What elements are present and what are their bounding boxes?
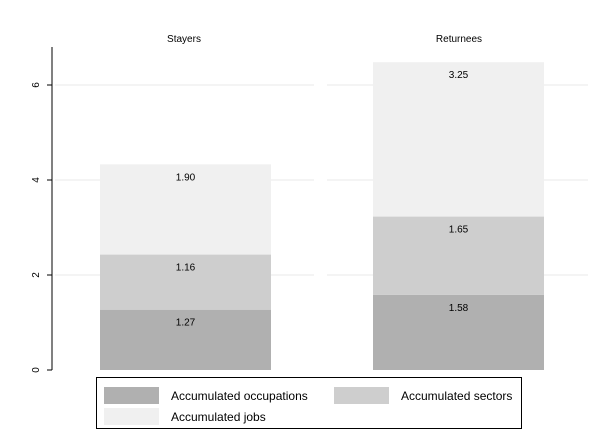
bar-label-stayers-1: 1.16 (176, 263, 196, 274)
legend-label-occupations: Accumulated occupations (171, 388, 308, 403)
gridlines (55, 29, 588, 276)
bar-label-stayers-2: 1.90 (176, 172, 196, 183)
bar-label-returnees-0: 1.58 (449, 303, 469, 314)
panel-header-0 (55, 29, 314, 49)
bars (100, 62, 544, 370)
legend-item-jobs: Accumulated jobs (104, 408, 266, 425)
bar-label-stayers-0: 1.27 (176, 318, 196, 329)
y-tick-label-0: 0 (31, 367, 42, 373)
legend-label-sectors: Accumulated sectors (401, 388, 513, 403)
legend-swatch-sectors (334, 387, 389, 404)
bar-label-returnees-2: 3.25 (449, 70, 469, 81)
bar-returnees-1 (373, 216, 544, 295)
y-tick-label-2: 4 (31, 177, 42, 183)
y-axis: 0 2 4 6 (31, 47, 53, 373)
bar-stayers-1 (100, 254, 271, 310)
y-tick-label-3: 6 (31, 82, 42, 88)
legend-item-occupations: Accumulated occupations (104, 387, 308, 404)
bar-stayers-2 (100, 164, 271, 255)
y-tick-label-1: 2 (31, 272, 42, 278)
panel-header-1 (327, 29, 588, 49)
bar-stayers-0 (100, 309, 271, 370)
bar-label-returnees-1: 1.65 (449, 225, 469, 236)
legend-label-jobs: Accumulated jobs (171, 409, 266, 424)
bar-returnees-2 (373, 62, 544, 217)
legend: Accumulated occupations Accumulated sect… (96, 377, 522, 429)
bar-labels: 1.27 1.16 1.90 1.58 1.65 3.25 (176, 70, 469, 328)
panel-title-stayers: Stayers (167, 34, 201, 45)
legend-item-sectors: Accumulated sectors (334, 387, 512, 404)
legend-swatch-occupations (104, 387, 159, 404)
panel-title-returnees: Returnees (436, 34, 482, 45)
bar-returnees-0 (373, 294, 544, 370)
legend-swatch-jobs (104, 408, 159, 425)
